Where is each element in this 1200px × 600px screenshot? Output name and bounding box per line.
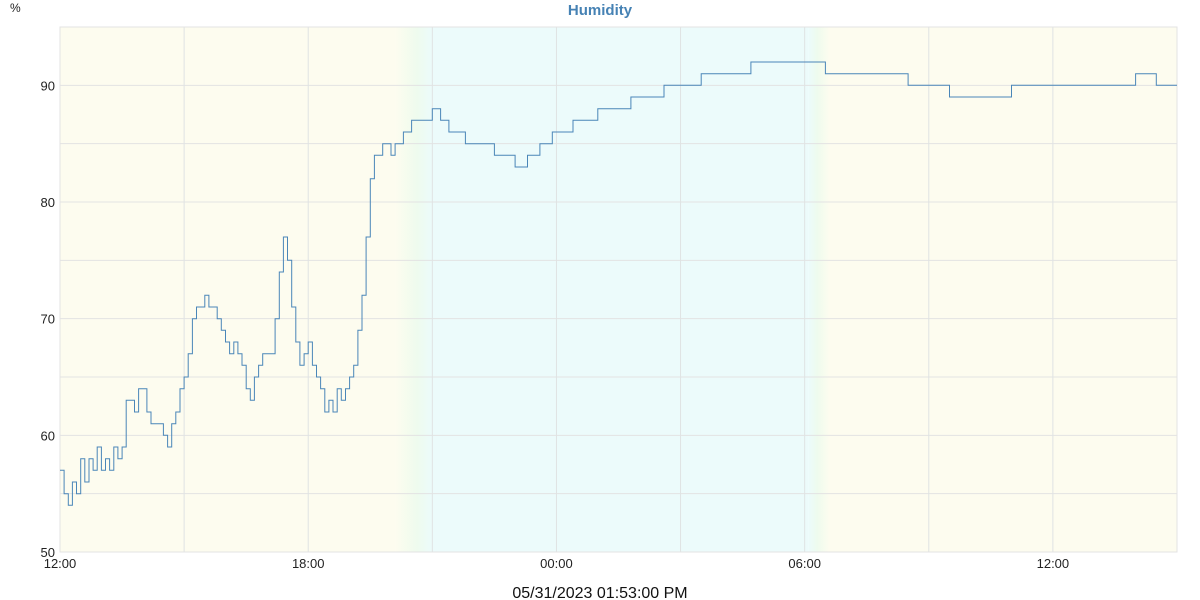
background-band-day xyxy=(60,27,395,552)
y-tick-label: 60 xyxy=(41,428,55,443)
y-tick-label: 70 xyxy=(41,312,55,327)
x-tick-label: 12:00 xyxy=(44,556,77,571)
background-band-dawn-to-night xyxy=(395,27,432,552)
x-tick-label: 18:00 xyxy=(292,556,325,571)
x-tick-label: 06:00 xyxy=(788,556,821,571)
x-tick-label: 00:00 xyxy=(540,556,573,571)
x-tick-label: 12:00 xyxy=(1037,556,1070,571)
background-band-day xyxy=(829,27,1177,552)
background-bands xyxy=(60,27,1177,552)
x-axis-ticks: 12:00 18:00 00:00 06:00 12:00 xyxy=(44,556,1069,571)
chart-title: Humidity xyxy=(568,2,633,19)
y-tick-label: 80 xyxy=(41,195,55,210)
y-axis-unit: % xyxy=(10,1,21,15)
y-tick-label: 90 xyxy=(41,78,55,93)
chart-footer-timestamp: 05/31/2023 01:53:00 PM xyxy=(512,585,687,600)
background-band-night xyxy=(432,27,808,552)
background-band-night-to-day xyxy=(809,27,830,552)
